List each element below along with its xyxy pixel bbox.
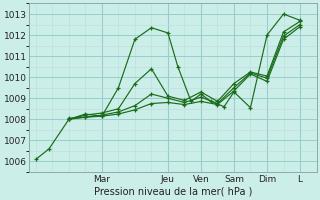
X-axis label: Pression niveau de la mer( hPa ): Pression niveau de la mer( hPa ): [94, 187, 252, 197]
